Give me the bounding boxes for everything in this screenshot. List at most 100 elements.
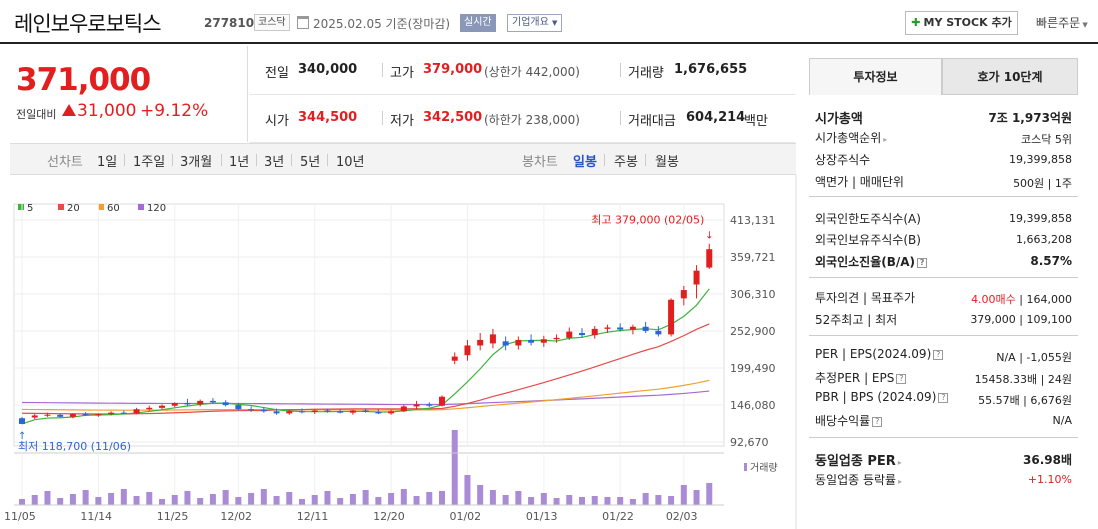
tab-3year[interactable]: 3년	[264, 155, 285, 170]
stock-header	[0, 0, 1098, 44]
divider	[809, 437, 1078, 438]
w52-value: 379,000 | 109,100	[970, 313, 1072, 326]
y-tick-label: 413,131	[730, 214, 776, 227]
candle-body	[642, 326, 649, 331]
candle-body	[502, 341, 509, 346]
y-tick-label: 306,310	[730, 288, 776, 301]
candle-body	[375, 411, 382, 414]
change-label: 전일대비	[16, 108, 57, 121]
volume-label: 거래량	[628, 66, 664, 81]
help-icon[interactable]: ?	[933, 350, 944, 360]
down-arrow-icon: ↓	[705, 231, 713, 242]
candle-body	[159, 405, 165, 408]
sector-per-value: 36.98배	[1023, 453, 1072, 467]
volume-bar	[426, 492, 433, 505]
volume-bar	[362, 490, 369, 505]
stock-code: 277810	[204, 16, 255, 30]
candle-body	[299, 411, 305, 413]
foreign-ratio-label[interactable]: 외국인소진율(B/A)?	[815, 253, 928, 270]
volume-bar	[184, 491, 191, 505]
tab-5year[interactable]: 5년	[300, 155, 321, 170]
amount-label: 거래대금	[628, 114, 676, 129]
upper-limit: (상한가 442,000)	[484, 65, 580, 79]
volume-bar	[146, 492, 153, 505]
open-label: 시가	[265, 114, 289, 129]
separator	[172, 154, 173, 166]
stock-name: 레인보우로보틱스	[14, 12, 162, 36]
help-icon[interactable]: ?	[872, 417, 883, 427]
per-eps-label[interactable]: PER | EPS(2024.09)?	[815, 347, 944, 361]
candle-body	[146, 407, 153, 410]
help-icon[interactable]: ?	[896, 374, 907, 384]
tab-3month[interactable]: 3개월	[180, 155, 213, 170]
mcap-rank-label[interactable]: 시가총액순위 ▸	[815, 131, 888, 145]
legend-label: 20	[67, 203, 80, 214]
x-tick-label: 12/20	[373, 510, 405, 523]
dividend-label[interactable]: 배당수익률?	[815, 412, 883, 429]
volume-bar	[337, 498, 344, 505]
volume-bar	[311, 495, 318, 505]
y-tick-label: 359,721	[730, 251, 776, 264]
low-value: 342,500	[423, 110, 483, 125]
sector-per-label[interactable]: 동일업종 PER ▸	[815, 454, 902, 469]
legend-label: 120	[147, 203, 166, 214]
volume-bar	[108, 493, 115, 505]
quick-order-link[interactable]: 빠른주문 ▼	[1036, 16, 1088, 30]
candle-body	[19, 418, 25, 424]
current-price: 371,000	[16, 62, 151, 98]
chevron-down-icon: ▼	[1080, 21, 1088, 29]
volume-bar	[349, 494, 356, 505]
x-tick-label: 01/22	[602, 510, 634, 523]
volume-bar	[528, 497, 535, 505]
candle-body	[324, 410, 331, 412]
stats-divider	[250, 142, 795, 143]
tab-1year[interactable]: 1년	[229, 155, 250, 170]
candle-body	[426, 404, 433, 406]
volume-bar	[540, 493, 547, 505]
tab-investment-info[interactable]: 투자정보	[809, 58, 942, 95]
foreign-ratio-value: 8.57%	[1030, 254, 1072, 268]
candle-body	[95, 414, 102, 416]
candle-body	[540, 339, 547, 343]
volume-bar	[693, 490, 700, 505]
tab-quote-10[interactable]: 호가 10단계	[942, 58, 1078, 95]
tab-daily[interactable]: 일봉	[573, 155, 597, 170]
volume-bar	[120, 489, 127, 505]
legend-label: 5	[27, 203, 33, 214]
my-stock-add-button[interactable]: ✚ MY STOCK 추가	[905, 11, 1018, 35]
divider	[809, 335, 1078, 336]
candle-body	[388, 411, 395, 414]
sector-rate-label[interactable]: 동일업종 등락률 ▸	[815, 473, 903, 487]
legend-swatch	[98, 204, 104, 210]
help-icon[interactable]: ?	[917, 258, 928, 268]
volume-value: 1,676,655	[674, 62, 748, 77]
candle-body	[451, 356, 458, 361]
tab-monthly[interactable]: 월봉	[655, 155, 679, 170]
tab-weekly[interactable]: 주봉	[614, 155, 638, 170]
volume-bar	[44, 491, 51, 505]
separator	[327, 154, 328, 166]
change-value: 31,000	[62, 101, 136, 121]
candle-body	[197, 400, 204, 405]
tab-10year[interactable]: 10년	[336, 155, 365, 170]
separator	[256, 154, 257, 166]
shares-label: 상장주식수	[815, 153, 871, 167]
candle-body	[413, 404, 420, 407]
legend-label: 60	[107, 203, 120, 214]
est-per-eps-label[interactable]: 추정PER | EPS?	[815, 369, 907, 386]
per-eps-value: N/A | -1,055원	[996, 351, 1072, 364]
pbr-bps-label[interactable]: PBR | BPS (2024.09)?	[815, 390, 949, 404]
price-box	[10, 46, 248, 142]
line-chart-label: 선차트	[47, 155, 83, 170]
candle-body	[337, 411, 344, 413]
price-chart[interactable]: 5 20 60 120 413,131 359,721 306,310 252,900 199,…	[0, 175, 800, 529]
volume-bar	[680, 485, 687, 505]
tab-1day[interactable]: 1일	[97, 155, 118, 170]
volume-bar	[668, 496, 675, 505]
help-icon[interactable]: ?	[938, 393, 949, 403]
tab-1week[interactable]: 1주일	[133, 155, 166, 170]
low-annotation: 최저 118,700 (11/06)	[18, 440, 131, 453]
company-info-button[interactable]: 기업개요 ▼	[507, 14, 563, 32]
open-value: 344,500	[298, 110, 358, 125]
realtime-button[interactable]: 실시간	[460, 14, 496, 32]
